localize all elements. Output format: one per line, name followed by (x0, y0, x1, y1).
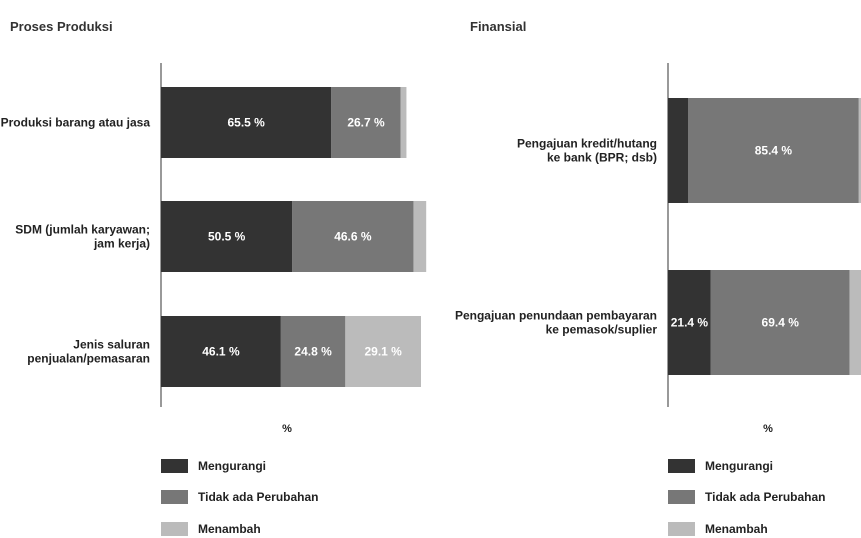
data-label: 69.4 % (762, 316, 800, 330)
category-label: Jenis saluran (73, 338, 150, 352)
data-label: 29.1 % (364, 345, 402, 359)
legend-label-tidak-ada-perubahan: Tidak ada Perubahan (198, 490, 319, 504)
bar-tidak-ada-perubahan (331, 87, 401, 158)
legend-swatch-menambah (668, 522, 695, 536)
bar-tidak-ada-perubahan (688, 98, 859, 203)
bar-tidak-ada-perubahan (710, 270, 850, 375)
bar-mengurangi (161, 87, 332, 158)
bar-mengurangi (668, 270, 711, 375)
x-axis-label: % (763, 423, 773, 435)
bar-tidak-ada-perubahan (292, 201, 414, 272)
legend-swatch-menambah (161, 522, 188, 536)
bar-menambah (858, 98, 861, 203)
bar-mengurangi (161, 201, 293, 272)
chart-title-finansial: Finansial (470, 19, 527, 34)
legend-label-mengurangi: Mengurangi (705, 459, 773, 473)
data-label: 85.4 % (755, 144, 793, 158)
data-label: 21.4 % (671, 316, 709, 330)
x-axis-label: % (282, 423, 292, 435)
legend-label-tidak-ada-perubahan: Tidak ada Perubahan (705, 490, 826, 504)
legend-swatch-tidak-ada-perubahan (668, 490, 695, 504)
category-label: SDM (jumlah karyawan; (15, 223, 150, 237)
data-label: 46.6 % (334, 230, 372, 244)
category-label: ke pemasok/suplier (546, 323, 658, 337)
data-label: 46.1 % (202, 345, 240, 359)
category-label: Produksi barang atau jasa (1, 116, 151, 130)
bar-menambah (345, 316, 421, 387)
legend-swatch-mengurangi (668, 459, 695, 473)
bar-menambah (413, 201, 427, 272)
category-label: jam kerja) (93, 237, 150, 251)
data-label: 50.5 % (208, 230, 246, 244)
legend-swatch-tidak-ada-perubahan (161, 490, 188, 504)
bar-menambah (400, 87, 407, 158)
data-label: 65.5 % (227, 116, 265, 130)
bar-menambah (849, 270, 861, 375)
chart-title-proses-produksi: Proses Produksi (10, 19, 113, 34)
legend-label-menambah: Menambah (705, 522, 768, 536)
bar-mengurangi (668, 98, 688, 203)
data-label: 26.7 % (347, 116, 385, 130)
bar-tidak-ada-perubahan (280, 316, 346, 387)
bar-mengurangi (161, 316, 281, 387)
category-label: Pengajuan kredit/hutang (517, 137, 657, 151)
legend-finansial: Mengurangi Tidak ada Perubahan Menambah (668, 458, 858, 538)
data-label: 24.8 % (294, 345, 332, 359)
category-label: penjualan/pemasaran (27, 352, 150, 366)
legend-label-mengurangi: Mengurangi (198, 459, 266, 473)
category-label: ke bank (BPR; dsb) (547, 151, 657, 165)
legend-proses-produksi: Mengurangi Tidak ada Perubahan Menambah (161, 458, 441, 538)
legend-swatch-mengurangi (161, 459, 188, 473)
category-label: Pengajuan penundaan pembayaran (455, 309, 657, 323)
legend-label-menambah: Menambah (198, 522, 261, 536)
